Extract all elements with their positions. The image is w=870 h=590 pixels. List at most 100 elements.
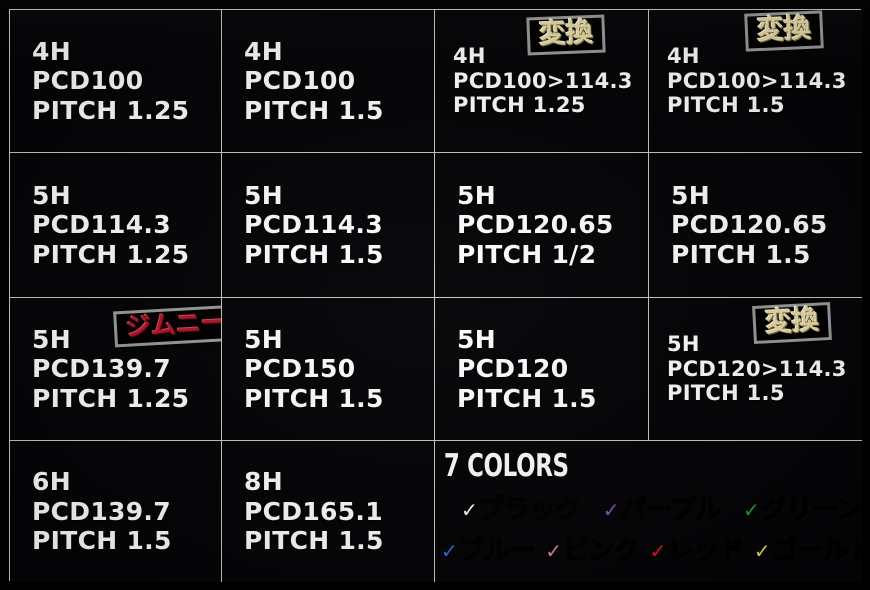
check-icon: ✓: [545, 539, 563, 564]
spec-cell-4h-pcd100-114-15[interactable]: 変換 4H PCD100>114.3 PITCH 1.5: [649, 10, 862, 153]
spec-pcd: PCD114.3: [244, 210, 383, 240]
color-label: グリーン: [760, 494, 862, 526]
spec-cell-5h-pcd150-15[interactable]: 5H PCD150 PITCH 1.5: [222, 298, 435, 441]
spec-holes: 8H: [244, 467, 283, 497]
spec-cell-5h-pcd120-1143-15[interactable]: 変換 5H PCD120>114.3 PITCH 1.5: [649, 298, 862, 441]
spec-pitch: PITCH 1.5: [244, 239, 384, 269]
spec-text: 5H PCD114.3 PITCH 1.5: [222, 181, 434, 270]
color-label: レッド: [667, 535, 745, 567]
spec-cell-5h-pcd120-15[interactable]: 5H PCD120 PITCH 1.5: [435, 298, 649, 441]
spec-holes: 4H: [667, 43, 700, 68]
spec-cell-5h-pcd1143-125[interactable]: 5H PCD114.3 PITCH 1.25: [10, 153, 222, 298]
spec-text: 5H PCD114.3 PITCH 1.25: [10, 181, 221, 270]
color-option-pink[interactable]: ✓ ピンク: [545, 530, 640, 567]
spec-text: 4H PCD100 PITCH 1.5: [222, 37, 434, 126]
spec-pitch: PITCH 1/2: [457, 239, 597, 269]
spec-pcd: PCD120.65: [457, 210, 614, 240]
spec-pitch: PITCH 1.5: [244, 526, 384, 556]
color-option-gold[interactable]: ✓ ゴールド: [754, 530, 862, 567]
spec-holes: 4H: [244, 36, 283, 66]
spec-holes: 5H: [244, 180, 283, 210]
spec-pitch: PITCH 1.5: [667, 93, 785, 118]
color-label: パープル: [620, 494, 722, 526]
color-option-purple[interactable]: ✓ パープル: [602, 489, 722, 526]
spec-pcd: PCD139.7: [32, 496, 171, 526]
spec-text: 6H PCD139.7 PITCH 1.5: [10, 467, 221, 556]
check-icon: ✓: [461, 498, 478, 523]
color-option-red[interactable]: ✓ レッド: [649, 530, 745, 567]
spec-holes: 5H: [457, 180, 496, 210]
check-icon: ✓: [753, 539, 771, 564]
color-label: ピンク: [562, 535, 640, 567]
color-option-blue[interactable]: ✓ ブルー: [441, 530, 536, 567]
spec-holes: 4H: [32, 36, 71, 66]
spec-pitch: PITCH 1.5: [244, 383, 384, 413]
spec-text: 5H PCD139.7 PITCH 1.25: [10, 325, 221, 414]
jimny-badge: ジムニー: [113, 304, 221, 348]
spec-text: 5H PCD120.65 PITCH 1.5: [649, 181, 862, 270]
spec-pcd: PCD120.65: [671, 210, 828, 240]
check-icon: ✓: [602, 498, 620, 523]
conversion-badge: 変換: [752, 301, 832, 345]
spec-pitch: PITCH 1.25: [32, 95, 190, 125]
color-label: ブルー: [458, 535, 536, 567]
spec-pitch: PITCH 1.25: [453, 93, 586, 118]
color-option-green[interactable]: ✓ グリーン: [743, 489, 862, 526]
color-label: ブラック: [478, 494, 582, 526]
spec-cell-8h-pcd1651-15[interactable]: 8H PCD165.1 PITCH 1.5: [222, 441, 435, 582]
spec-text: 4H PCD100 PITCH 1.25: [10, 37, 221, 126]
spec-pcd: PCD100>114.3: [453, 68, 633, 93]
spec-holes: 4H: [453, 43, 486, 68]
spec-cell-4h-pcd100-15[interactable]: 4H PCD100 PITCH 1.5: [222, 10, 435, 153]
colors-row-2: ✓ ブルー ✓ ピンク ✓ レッド ✓ ゴールド: [435, 530, 862, 567]
color-option-black[interactable]: ✓ ブラック: [461, 489, 582, 526]
color-label: ゴールド: [771, 535, 862, 567]
spec-text: 5H PCD120 PITCH 1.5: [435, 325, 648, 414]
spec-cell-4h-pcd100-125[interactable]: 4H PCD100 PITCH 1.25: [10, 10, 222, 153]
spec-cell-5h-pcd12065-half[interactable]: 5H PCD120.65 PITCH 1/2: [435, 153, 649, 298]
spec-text: 8H PCD165.1 PITCH 1.5: [222, 467, 434, 556]
colors-panel: 7 COLORS ✓ ブラック ✓ パープル ✓ グリーン: [435, 441, 862, 582]
spec-cell-5h-pcd1397-125[interactable]: ジムニー 5H PCD139.7 PITCH 1.25: [10, 298, 222, 441]
spec-pitch: PITCH 1.5: [667, 381, 785, 406]
check-icon: ✓: [441, 539, 458, 564]
spec-pcd: PCD100: [244, 66, 356, 96]
spec-pitch: PITCH 1.5: [32, 526, 172, 556]
spec-pcd: PCD100: [32, 66, 144, 96]
check-icon: ✓: [743, 498, 760, 523]
spec-holes: 5H: [671, 180, 710, 210]
spec-holes: 5H: [667, 331, 700, 356]
conversion-badge: 変換: [526, 14, 606, 56]
spec-holes: 5H: [244, 324, 283, 354]
colors-list: ✓ ブラック ✓ パープル ✓ グリーン ✓ ブルー: [435, 489, 862, 567]
spec-pcd: PCD100>114.3: [667, 68, 847, 93]
colors-panel-title: 7 COLORS: [443, 448, 569, 484]
spec-grid: 4H PCD100 PITCH 1.25 4H PCD100 PITCH 1.5…: [9, 9, 862, 582]
spec-pitch: PITCH 1.5: [671, 239, 811, 269]
spec-pitch: PITCH 1.5: [457, 383, 597, 413]
spec-text: 5H PCD150 PITCH 1.5: [222, 325, 434, 414]
spec-pcd: PCD165.1: [244, 496, 383, 526]
spec-cell-5h-pcd12065-15[interactable]: 5H PCD120.65 PITCH 1.5: [649, 153, 862, 298]
spec-text: 4H PCD100>114.3 PITCH 1.5: [649, 44, 862, 118]
spec-pitch: PITCH 1.5: [244, 95, 384, 125]
conversion-badge: 変換: [744, 10, 824, 53]
spec-text: 5H PCD120>114.3 PITCH 1.5: [649, 332, 862, 406]
spec-holes: 5H: [457, 324, 496, 354]
check-icon: ✓: [649, 539, 667, 564]
spec-cell-5h-pcd1143-15[interactable]: 5H PCD114.3 PITCH 1.5: [222, 153, 435, 298]
spec-pcd: PCD120>114.3: [667, 356, 847, 381]
spec-text: 5H PCD120.65 PITCH 1/2: [435, 181, 648, 270]
spec-holes: 6H: [32, 467, 71, 497]
spec-holes: 5H: [32, 324, 71, 354]
spec-holes: 5H: [32, 180, 71, 210]
spec-pcd: PCD150: [244, 354, 356, 384]
spec-pcd: PCD120: [457, 354, 569, 384]
spec-cell-4h-pcd100-114-125[interactable]: 変換 4H PCD100>114.3 PITCH 1.25: [435, 10, 649, 153]
spec-cell-6h-pcd1397-15[interactable]: 6H PCD139.7 PITCH 1.5: [10, 441, 222, 582]
spec-text: 4H PCD100>114.3 PITCH 1.25: [435, 44, 648, 118]
spec-pcd: PCD114.3: [32, 210, 171, 240]
spec-pcd: PCD139.7: [32, 354, 171, 384]
spec-pitch: PITCH 1.25: [32, 239, 190, 269]
